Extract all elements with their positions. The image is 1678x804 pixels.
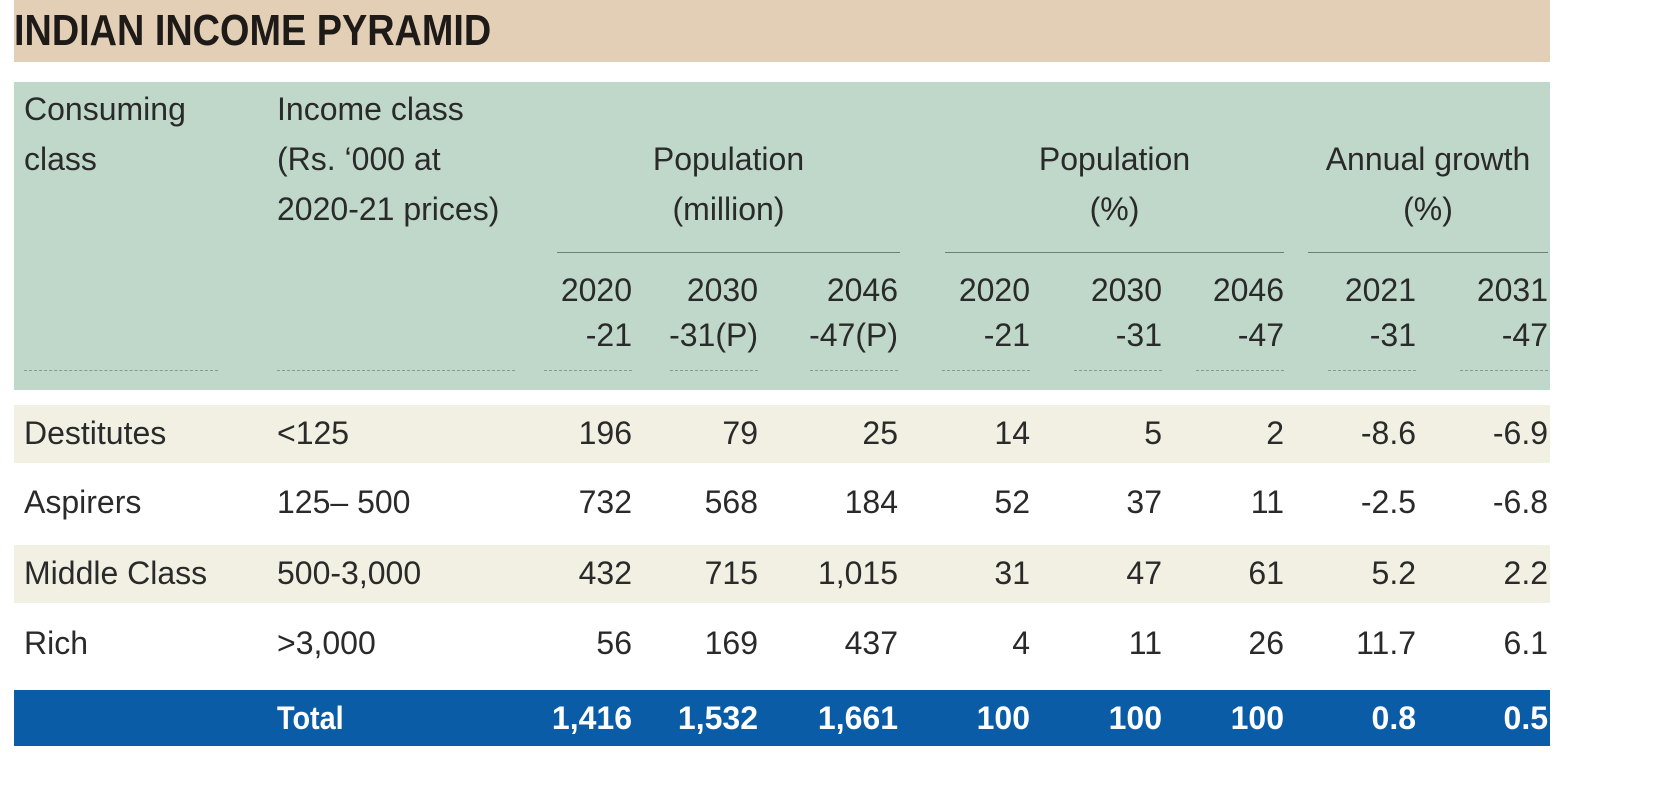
group-header-label: Population: [652, 141, 805, 177]
row-stripe: [14, 405, 1550, 463]
column-header-year: -31: [1115, 317, 1162, 353]
table-cell: 732: [578, 484, 632, 520]
total-row-bg: [14, 690, 1550, 746]
column-header-year: -47: [1237, 317, 1284, 353]
header-consuming-class: Consuming: [24, 91, 186, 127]
header-income-class: (Rs. ‘000 at: [277, 141, 441, 177]
column-header-year: 2030: [686, 272, 758, 308]
row-consuming-class: Destitutes: [24, 415, 167, 451]
column-underline: [544, 370, 632, 371]
table-cell: 6.1: [1503, 625, 1548, 661]
table-cell: 61: [1248, 555, 1284, 591]
table-cell: 56: [596, 625, 632, 661]
row-income-class: 125– 500: [277, 484, 411, 520]
row-consuming-class: Middle Class: [24, 555, 208, 591]
total-cell: 1,661: [817, 700, 898, 736]
table-cell: 5.2: [1371, 555, 1416, 591]
table-cell: 47: [1126, 555, 1162, 591]
table-cell: 37: [1126, 484, 1162, 520]
table-cell: 2: [1266, 415, 1284, 451]
column-header-year: -31: [1369, 317, 1416, 353]
column-header-year: 2031: [1476, 272, 1548, 308]
table-cell: -6.8: [1492, 484, 1548, 520]
group-header-label: Annual growth: [1325, 141, 1531, 177]
header-income-class: Income class: [277, 91, 464, 127]
group-header-rule: [557, 252, 900, 253]
group-header-label: (%): [1089, 191, 1140, 227]
total-cell: 100: [1108, 700, 1162, 736]
column-header-year: 2021: [1344, 272, 1416, 308]
table-cell: 437: [844, 625, 898, 661]
table-cell: -6.9: [1492, 415, 1548, 451]
table-cell: 31: [994, 555, 1030, 591]
group-header-rule: [945, 252, 1284, 253]
table-cell: 11.7: [1356, 625, 1416, 661]
row-income-class: 500-3,000: [277, 555, 422, 591]
table-cell: 11: [1250, 484, 1284, 520]
group-header-label: Population: [1038, 141, 1191, 177]
total-cell: 0.5: [1503, 700, 1548, 736]
column-header-year: 2030: [1090, 272, 1162, 308]
table-cell: 2.2: [1503, 555, 1548, 591]
group-header-label: (%): [1403, 191, 1453, 227]
table-cell: 715: [704, 555, 758, 591]
table-cell: 432: [578, 555, 632, 591]
row-stripe: [14, 545, 1550, 603]
row-consuming-class: Rich: [24, 625, 89, 661]
total-cell: 1,532: [677, 700, 758, 736]
column-underline: [1328, 370, 1416, 371]
table-cell: 1,015: [817, 555, 898, 591]
table-cell: 79: [722, 415, 758, 451]
total-cell: 1,416: [551, 700, 632, 736]
column-header-year: -47(P): [809, 317, 898, 353]
column-header-year: -47: [1501, 317, 1548, 353]
column-underline: [24, 370, 218, 371]
group-header-label: (million): [672, 191, 785, 227]
total-cell: 0.8: [1371, 700, 1416, 736]
table-cell: 568: [704, 484, 758, 520]
table-cell: -8.6: [1360, 415, 1416, 451]
column-underline: [1196, 370, 1284, 371]
table-cell: 5: [1144, 415, 1162, 451]
column-header-year: 2020: [958, 272, 1030, 308]
table-cell: 11: [1128, 625, 1162, 661]
row-income-class: <125: [277, 415, 350, 451]
title-bar: [14, 0, 1550, 62]
table-cell: 196: [578, 415, 632, 451]
row-consuming-class: Aspirers: [24, 484, 142, 520]
header-consuming-class: class: [24, 141, 97, 177]
column-header-year: 2046: [1212, 272, 1284, 308]
table-cell: 184: [844, 484, 898, 520]
table-cell: 25: [862, 415, 898, 451]
group-header-rule: [1308, 252, 1548, 253]
column-underline: [810, 370, 898, 371]
total-cell: 100: [1230, 700, 1284, 736]
column-underline: [277, 370, 515, 371]
row-income-class: >3,000: [277, 625, 376, 661]
table-cell: 169: [704, 625, 758, 661]
column-header-year: -31(P): [669, 317, 758, 353]
column-header-year: -21: [585, 317, 632, 353]
total-label: Total: [277, 700, 344, 736]
column-underline: [1074, 370, 1162, 371]
table-cell: 26: [1248, 625, 1284, 661]
column-header-year: 2020: [560, 272, 632, 308]
column-header-year: 2046: [826, 272, 898, 308]
table-cell: 52: [994, 484, 1030, 520]
total-cell: 100: [976, 700, 1030, 736]
table-cell: 14: [994, 415, 1030, 451]
table-cell: -2.5: [1360, 484, 1416, 520]
column-underline: [670, 370, 758, 371]
column-underline: [1460, 370, 1548, 371]
table-cell: 4: [1012, 625, 1030, 661]
table-header: [14, 82, 1550, 390]
header-income-class: 2020-21 prices): [277, 191, 500, 227]
column-header-year: -21: [983, 317, 1030, 353]
column-underline: [942, 370, 1030, 371]
page-title: INDIAN INCOME PYRAMID: [14, 6, 492, 55]
